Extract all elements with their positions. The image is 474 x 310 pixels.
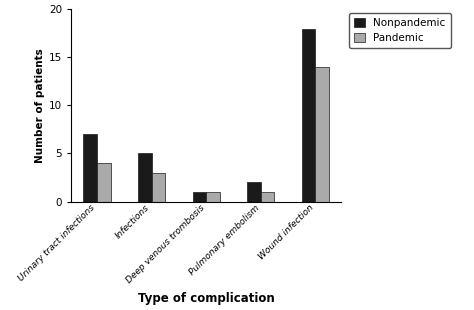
X-axis label: Type of complication: Type of complication xyxy=(138,292,274,305)
Bar xyxy=(97,163,110,202)
Bar xyxy=(302,29,315,202)
Bar xyxy=(192,192,206,202)
Bar xyxy=(138,153,152,202)
Bar xyxy=(315,67,329,202)
Bar xyxy=(261,192,274,202)
Y-axis label: Number of patients: Number of patients xyxy=(35,48,45,163)
Bar xyxy=(83,134,97,202)
Bar xyxy=(206,192,220,202)
Bar xyxy=(152,173,165,202)
Bar xyxy=(247,182,261,202)
Legend: Nonpandemic, Pandemic: Nonpandemic, Pandemic xyxy=(349,13,451,48)
